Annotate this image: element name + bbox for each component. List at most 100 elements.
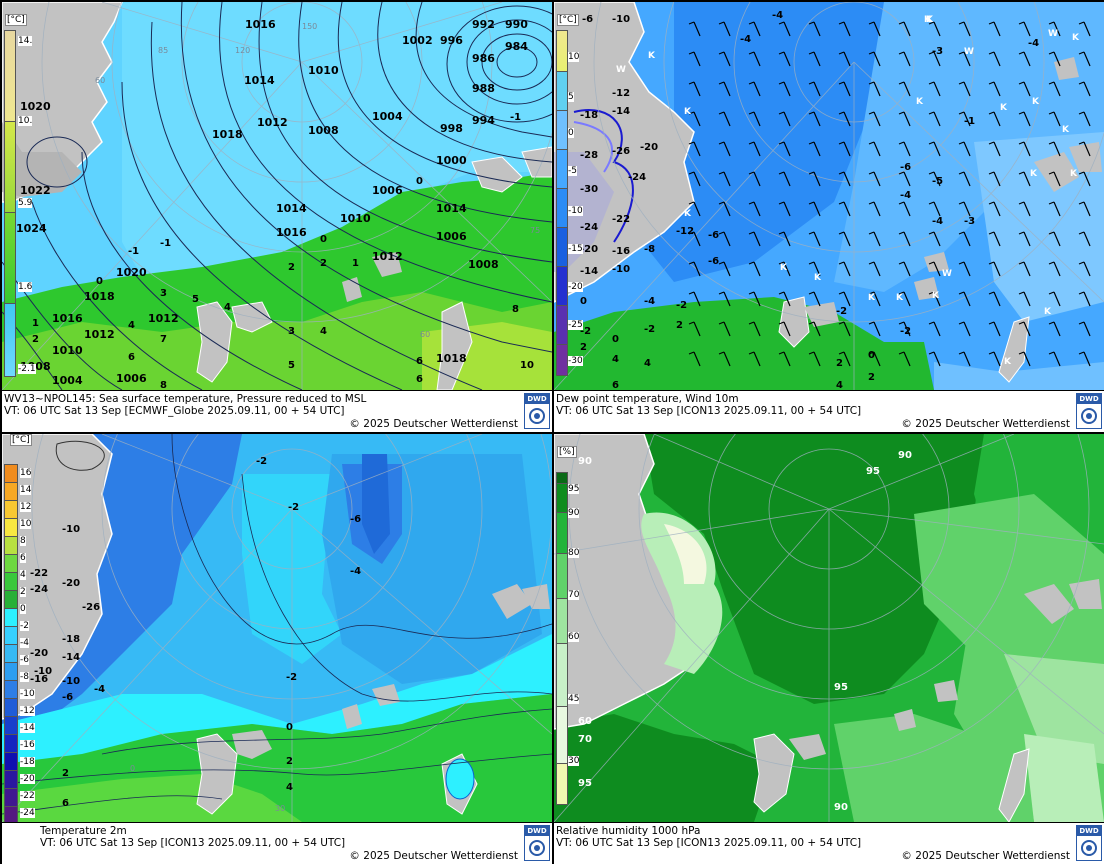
color-scale (556, 30, 568, 376)
scale-label: -20 (568, 282, 583, 292)
isobar-label: 990 (505, 18, 528, 31)
system-label: K (684, 107, 692, 117)
graticule-label: 60 (95, 76, 106, 85)
system-label: K (924, 15, 932, 25)
system-label: K (648, 51, 656, 61)
scale-label: 70 (568, 590, 580, 600)
graticule-label: 150 (302, 22, 318, 31)
sst-label: 1 (352, 258, 359, 269)
scale-unit: [%] (557, 446, 577, 458)
isobar-label: 1010 (52, 344, 83, 357)
dewpoint-label: -26 (612, 146, 630, 157)
dewpoint-label: 0 (580, 296, 587, 307)
dewpoint-label: -1 (964, 116, 975, 127)
dewpoint-label: -6 (708, 256, 719, 267)
isobar-label: 1010 (308, 64, 339, 77)
isobar-label: 1022 (20, 184, 51, 197)
scale-label: -5 (568, 166, 577, 176)
rh-label: 60 (578, 716, 592, 727)
sst-label: 8 (512, 304, 519, 315)
scale-label: 5.9 (18, 198, 33, 208)
system-label: K (1030, 169, 1038, 179)
panel-footer: Dew point temperature, Wind 10m VT: 06 U… (554, 390, 1104, 432)
t2m-label: -22 (30, 568, 48, 579)
scale-label: -30 (568, 356, 583, 366)
copyright: © 2025 Deutscher Wetterdienst (349, 850, 518, 862)
dewpoint-label: -18 (580, 110, 598, 121)
dewpoint-label: -4 (900, 190, 911, 201)
map-dewpoint: -6 -10 -4 -4 -3 -4 -12 -14 -18 -28 -26 -… (554, 2, 1104, 390)
dwd-logo: DWD (524, 825, 550, 861)
sst-label: 6 (128, 352, 135, 363)
system-label: K (1072, 33, 1080, 43)
system-label: K (932, 291, 940, 301)
system-label: K (1062, 125, 1070, 135)
system-label: W (1048, 29, 1058, 39)
t2m-label: -6 (62, 692, 73, 703)
scale-unit: [°C] (5, 14, 27, 26)
isobar-label: 1014 (276, 202, 307, 215)
system-label: K (1070, 169, 1078, 179)
t2m-label: -2 (286, 672, 297, 683)
dewpoint-label: -12 (676, 226, 694, 237)
dewpoint-label: -4 (740, 34, 751, 45)
scale-label: -10 (20, 689, 35, 699)
scale-label: 2 (20, 587, 26, 597)
dewpoint-label: -2 (836, 306, 847, 317)
dewpoint-label: -6 (900, 162, 911, 173)
valid-time: VT: 06 UTC Sat 13 Sep [ICON13 2025.09.11… (556, 837, 862, 849)
isobar-label: 1020 (116, 266, 147, 279)
sst-label: 1 (32, 318, 39, 329)
isobar-label: 1006 (436, 230, 467, 243)
t2m-label: -10 (34, 666, 52, 677)
graticule-label: 60 (420, 330, 431, 339)
sst-label: 0 (96, 276, 103, 287)
system-label: K (780, 263, 788, 273)
rh-label: 90 (834, 802, 848, 813)
map-rh: 90 95 90 95 60 70 95 90 [%] 95 90 80 70 … (554, 434, 1104, 822)
scale-label: 95 (568, 484, 580, 494)
isobar-label: 1014 (244, 74, 275, 87)
scale-label: 0 (568, 128, 574, 138)
scale-label: 0 (20, 604, 26, 614)
dewpoint-label: 2 (580, 342, 587, 353)
t2m-label: -4 (94, 684, 105, 695)
sst-label: 4 (320, 326, 327, 337)
graticule-label: 85 (158, 46, 169, 55)
dewpoint-label: 0 (612, 334, 619, 345)
dewpoint-label: -4 (1028, 38, 1039, 49)
scale-label: 12 (20, 502, 32, 512)
dewpoint-label: -6 (708, 230, 719, 241)
dewpoint-label: -2 (580, 326, 591, 337)
dewpoint-label: -4 (772, 10, 783, 21)
sst-label: 7 (160, 334, 167, 345)
system-label: K (1000, 103, 1008, 113)
dewpoint-label: -20 (640, 142, 658, 153)
color-scale (556, 472, 568, 805)
dewpoint-label: -3 (932, 46, 943, 57)
sst-label: 5 (192, 294, 199, 305)
panel-footer: WV13~NPOL145: Sea surface temperature, P… (2, 390, 552, 432)
system-label: K (926, 15, 934, 25)
graticule-label: 120 (235, 46, 251, 55)
scale-label: 14 (20, 485, 32, 495)
dewpoint-label: 2 (868, 372, 875, 383)
scale-label: -2 (20, 621, 29, 631)
rh-label: 90 (898, 450, 912, 461)
dewpoint-label: -12 (612, 88, 630, 99)
system-label: K (814, 273, 822, 283)
isobar-label: 1016 (245, 18, 276, 31)
sst-label: 4 (224, 302, 231, 313)
isobar-label: 1018 (436, 352, 467, 365)
t2m-label: 6 (62, 798, 69, 809)
scale-label: -16 (20, 740, 35, 750)
copyright: © 2025 Deutscher Wetterdienst (349, 418, 518, 430)
scale-label: -18 (20, 757, 35, 767)
scale-unit: [°C] (10, 434, 32, 446)
sst-label: 2 (288, 262, 295, 273)
system-label: W (616, 65, 626, 75)
panel-footer: Temperature 2m VT: 06 UTC Sat 13 Sep [IC… (2, 822, 552, 864)
sst-label: 10 (520, 360, 534, 371)
isobar-label: 1018 (84, 290, 115, 303)
isobar-label: 1006 (116, 372, 147, 385)
